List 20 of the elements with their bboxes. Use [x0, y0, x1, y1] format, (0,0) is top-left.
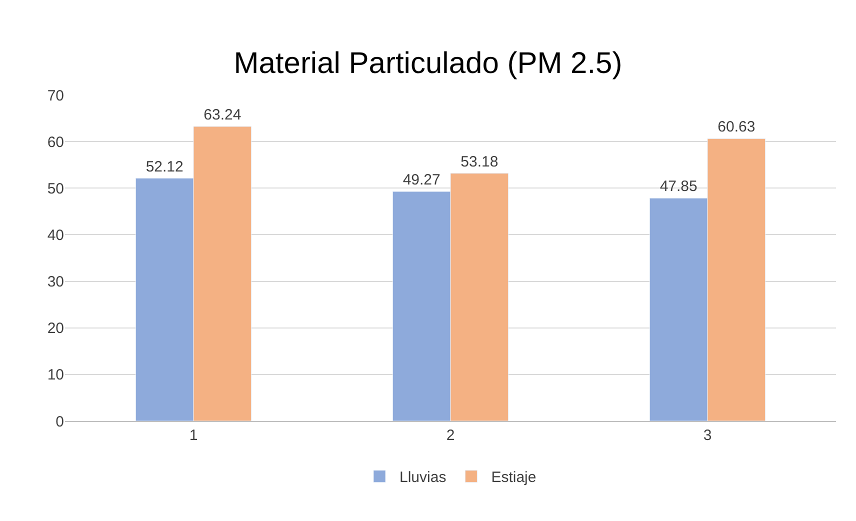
data-label: 53.18: [460, 153, 498, 170]
data-label: 63.24: [204, 106, 242, 124]
chart-title: Material Particulado (PM 2.5): [234, 47, 622, 80]
data-label: 47.85: [660, 178, 698, 196]
y-tick-label: 20: [47, 320, 64, 338]
y-tick-label: 70: [47, 87, 64, 104]
legend-label: Lluvias: [400, 469, 446, 486]
data-label: 49.27: [402, 172, 440, 189]
y-tick-label: 0: [56, 413, 64, 430]
y-tick-label: 50: [47, 180, 64, 198]
y-tick-label: 60: [47, 134, 64, 151]
x-tick-label: 1: [189, 427, 198, 444]
x-tick-label: 2: [446, 427, 455, 444]
y-tick-label: 10: [47, 366, 64, 384]
legend-label: Estiaje: [491, 469, 536, 486]
data-label: 60.63: [718, 118, 756, 136]
y-tick-label: 30: [47, 274, 64, 291]
x-tick-label: 3: [703, 427, 712, 444]
y-tick-label: 40: [47, 226, 64, 244]
data-label: 52.12: [146, 158, 184, 176]
